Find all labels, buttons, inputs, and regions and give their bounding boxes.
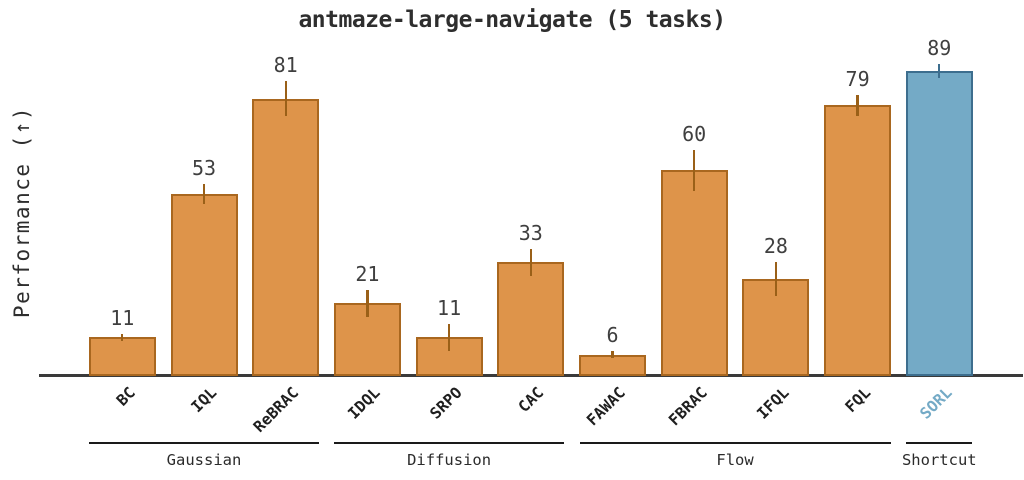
value-label-srpo: 11 [437,295,462,320]
value-label-fql: 79 [845,67,870,92]
error-bar-fbrac [693,149,696,191]
group-label-diffusion: Diffusion [407,451,492,469]
error-bar-sorl [938,64,941,79]
value-label-fawac: 6 [606,323,619,348]
error-bar-srpo [447,323,451,352]
tick-label-sorl: SORL [916,383,956,423]
tick-label-iql: IQL [187,383,221,417]
bar-rebrac [252,98,320,376]
bar-bc [88,337,156,376]
bar-cac [497,262,565,376]
value-label-bc: 11 [110,306,135,331]
group-line-diffusion [334,442,564,444]
error-bar-iql [202,183,206,205]
error-bar-rebrac [284,81,287,116]
error-bar-fql [856,95,859,116]
error-bar-ifql [774,262,778,297]
tick-label-fbrac: FBRAC [664,383,711,430]
group-label-flow: Flow [716,451,754,469]
bar-idql [333,303,401,376]
error-bar-fawac [611,351,614,358]
y-axis-label: Performance (↑) [10,105,34,319]
bar-iql [170,194,238,376]
value-label-cac: 33 [518,220,543,245]
error-bar-idql [366,289,369,317]
value-label-iql: 53 [191,155,217,180]
group-line-shortcut [906,442,973,444]
group-line-gaussian [89,442,319,444]
tick-label-srpo: SRPO [426,383,466,423]
bar-sorl [905,71,973,376]
value-label-idql: 21 [355,261,380,286]
error-bar-cac [529,248,532,277]
value-label-sorl: 89 [927,36,952,61]
value-label-rebrac: 81 [273,53,298,78]
value-label-fbrac: 60 [682,121,707,146]
tick-label-bc: BC [112,383,139,410]
tick-label-cac: CAC [514,383,548,417]
bar-fql [824,105,892,376]
chart-title: antmaze-large-navigate (5 tasks) [298,7,726,33]
group-label-shortcut: Shortcut [901,451,977,469]
tick-label-rebrac: ReBRAC [249,383,303,436]
tick-label-idql: IDQL [344,383,384,423]
group-label-gaussian: Gaussian [166,451,242,469]
tick-label-fawac: FAWAC [583,383,629,430]
value-label-ifql: 28 [763,234,788,259]
bar-fbrac [660,170,728,376]
group-line-flow [579,442,891,444]
tick-label-ifql: IFQL [753,383,793,423]
tick-label-fql: FQL [841,383,874,417]
error-bar-bc [121,334,124,341]
